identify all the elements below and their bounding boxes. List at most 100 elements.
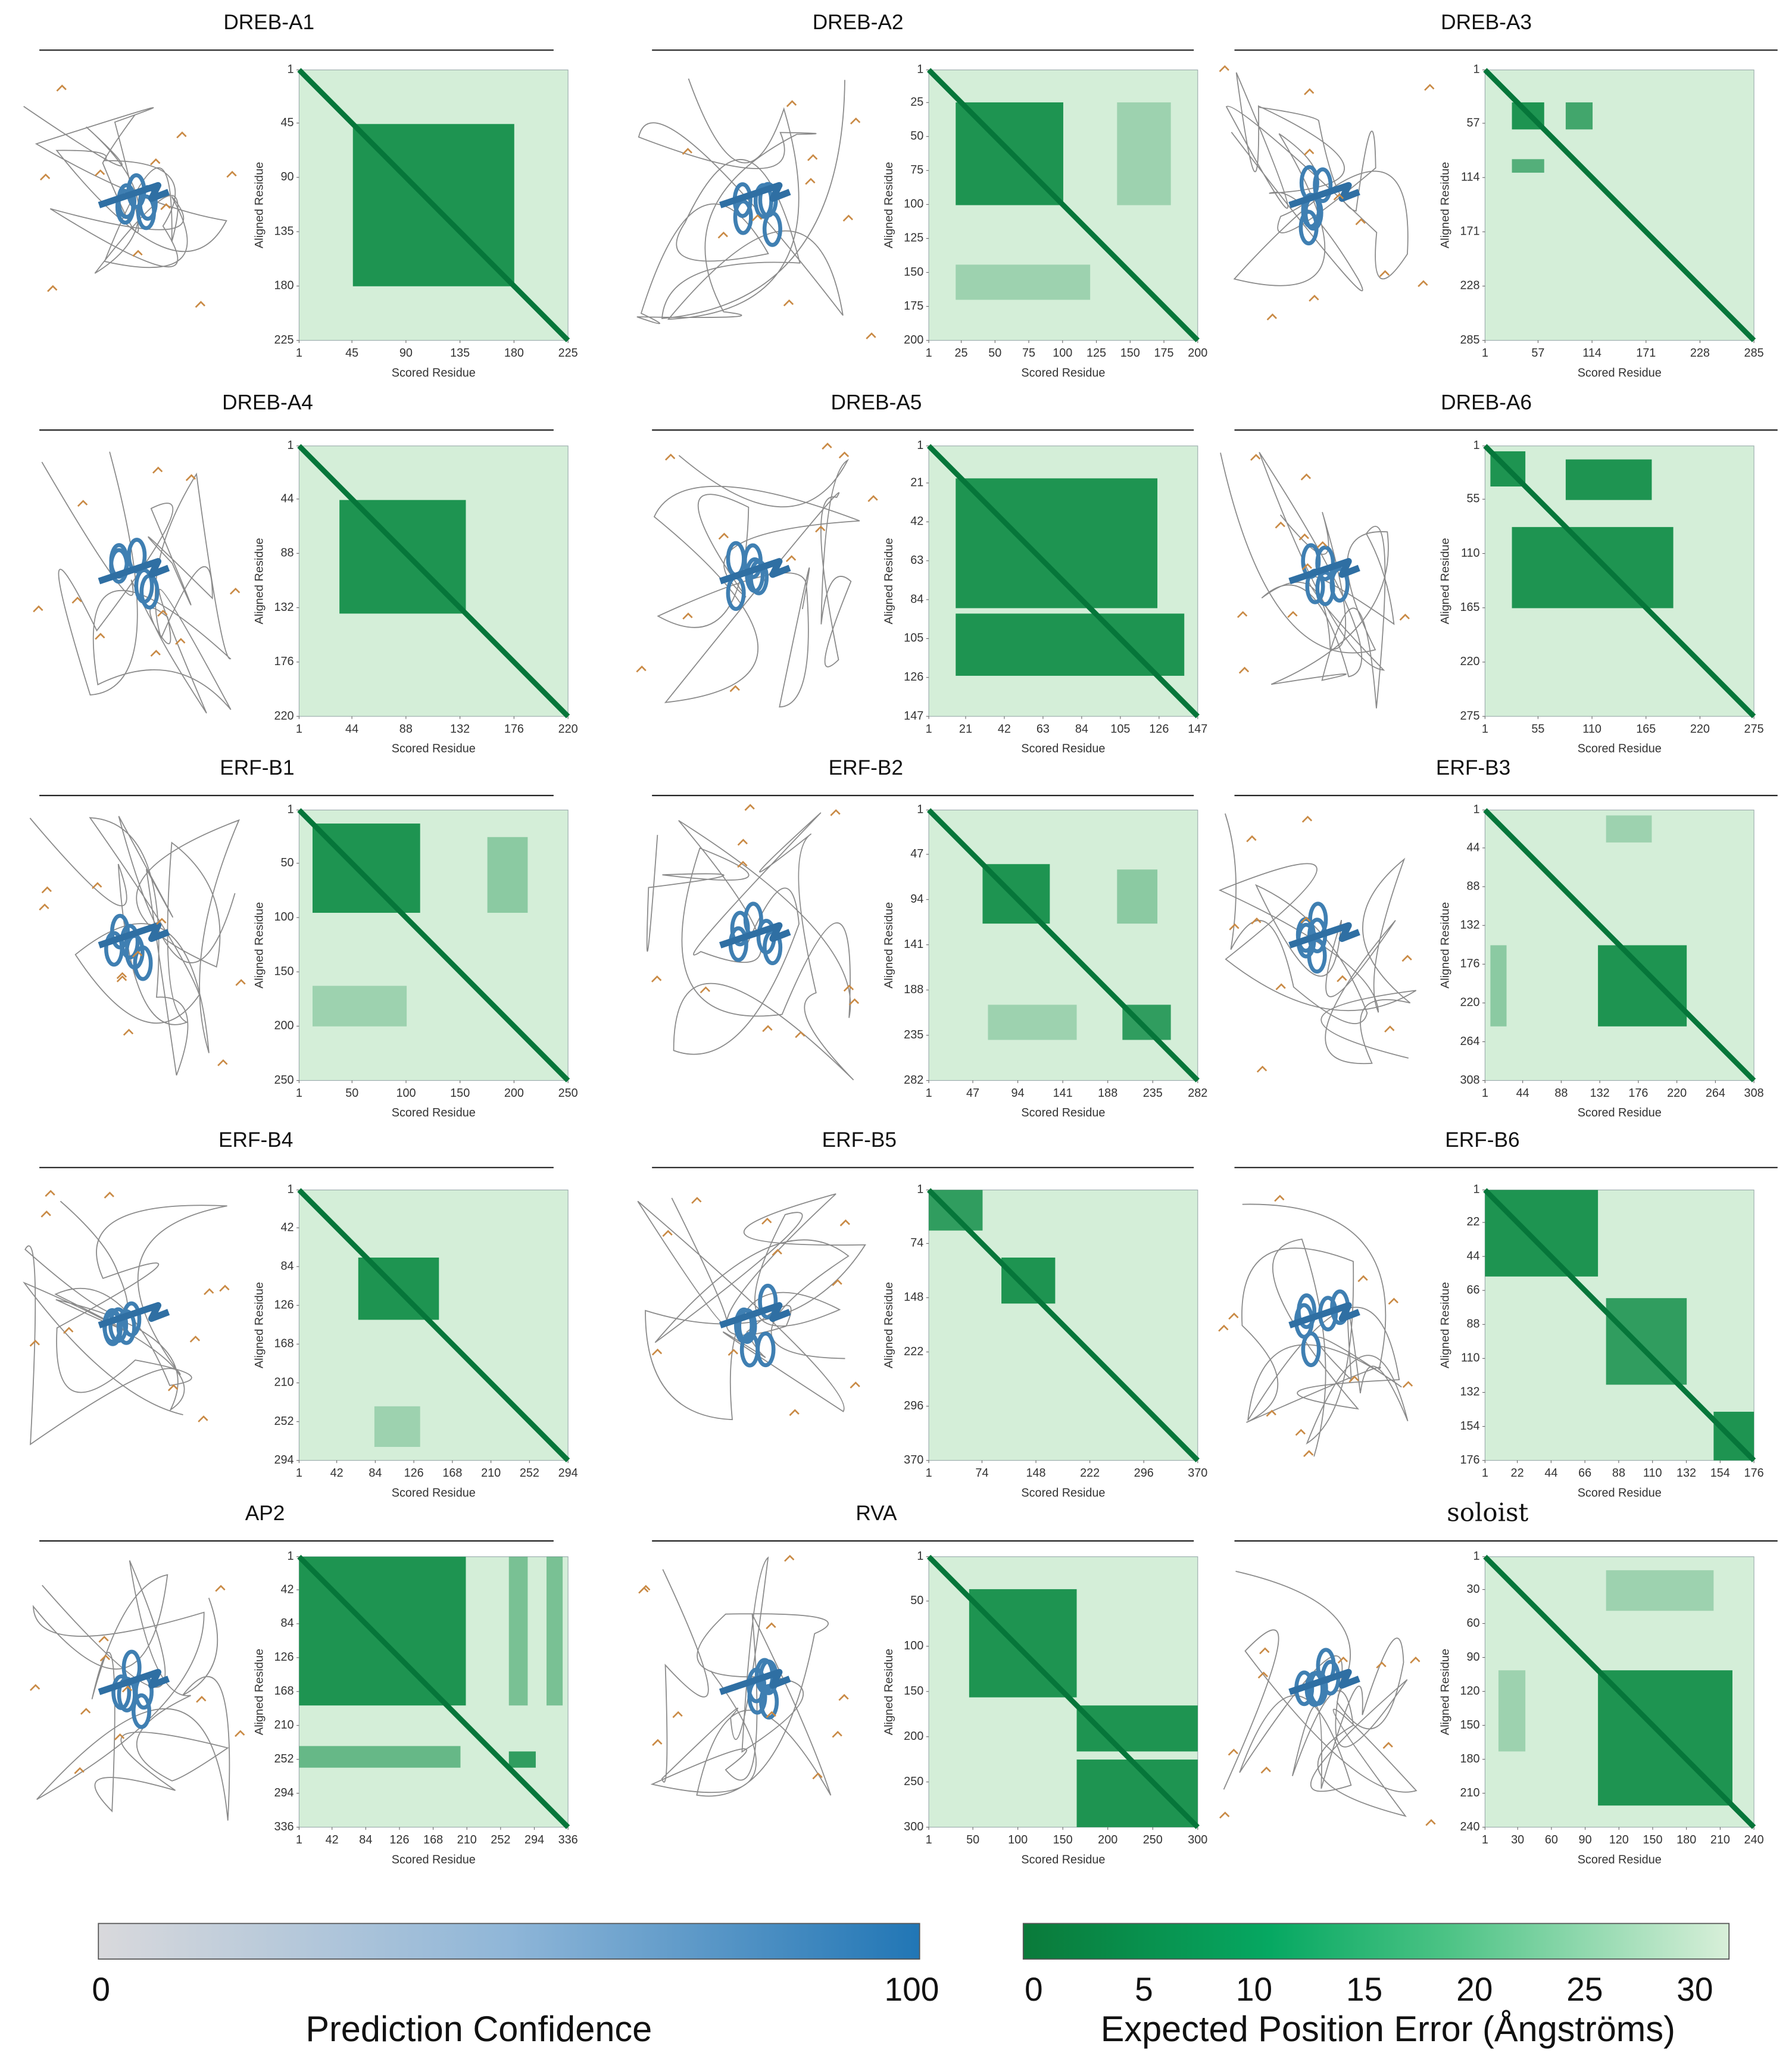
structure-coil: [1241, 1203, 1409, 1457]
heatmap-block: [546, 1556, 563, 1706]
panel: ERF-B41 42 84 126 168 210 252 29414284126168210…: [23, 1128, 578, 1499]
panel: ERF-B21 47 94 141 188 235 28214794141188235282…: [646, 756, 1207, 1119]
x-tick-label: 125: [1087, 347, 1106, 360]
x-tick-label: 176: [1628, 1087, 1648, 1100]
side-chain: [717, 231, 728, 239]
side-chain: [805, 177, 816, 185]
side-chain: [235, 1730, 245, 1737]
panel-title: ERF-B6: [1445, 1128, 1519, 1152]
structure-coil: [636, 78, 845, 325]
side-chain: [189, 1336, 201, 1343]
heatmap-block: [1565, 459, 1652, 500]
y-tick-label: 57: [1467, 116, 1480, 129]
side-chain: [1228, 1748, 1238, 1756]
x-tick-label: 94: [1011, 1087, 1025, 1100]
y-tick-label: 1: [917, 1550, 923, 1563]
colorbar-tick-label: 0: [92, 1971, 110, 2008]
x-tick-label: 1: [1482, 722, 1488, 735]
side-chain: [1304, 148, 1315, 156]
side-chain: [1219, 65, 1229, 73]
panel: DREB-A31 57 114 171 228 285157114171228285Sco…: [1219, 11, 1778, 379]
x-axis-label: Scored Residue: [392, 1486, 476, 1499]
x-tick-label: 150: [1053, 1833, 1073, 1846]
structure-helix: [758, 1283, 778, 1319]
side-chain: [691, 1197, 702, 1204]
x-tick-label: 210: [481, 1467, 501, 1480]
y-axis-label: Aligned Residue: [253, 1282, 266, 1368]
side-chain: [1382, 1742, 1393, 1749]
side-chain: [1304, 88, 1315, 95]
x-tick-label: 21: [959, 722, 972, 735]
y-tick-label: 126: [904, 670, 923, 684]
side-chain: [152, 466, 163, 474]
panel: DREB-A41 44 88 132 176 22014488132176220Score…: [33, 391, 578, 756]
x-tick-label: 275: [1744, 722, 1764, 735]
x-tick-label: 370: [1188, 1467, 1207, 1480]
x-tick-label: 180: [504, 347, 524, 360]
side-chain: [123, 1028, 134, 1036]
x-axis-label: Scored Residue: [392, 366, 476, 379]
y-tick-label: 88: [1467, 1318, 1480, 1331]
x-tick-label: 66: [1578, 1467, 1591, 1480]
y-tick-label: 44: [1467, 841, 1480, 854]
side-chain: [682, 612, 693, 620]
y-tick-label: 228: [1460, 279, 1479, 292]
y-tick-label: 110: [1461, 547, 1480, 560]
heatmap-block: [1490, 945, 1507, 1027]
x-tick-label: 50: [966, 1833, 979, 1846]
x-tick-label: 1: [926, 722, 932, 735]
side-chain: [1275, 983, 1286, 991]
side-chain: [784, 1555, 795, 1562]
side-chain: [1418, 280, 1428, 288]
side-chain: [1337, 975, 1347, 982]
y-tick-label: 200: [274, 1019, 294, 1032]
x-tick-label: 75: [1022, 347, 1035, 360]
x-tick-label: 225: [558, 347, 578, 360]
x-tick-label: 176: [1744, 1467, 1764, 1480]
side-chain: [160, 203, 171, 210]
side-chain: [56, 85, 67, 92]
structure-helix: [131, 1693, 151, 1729]
x-tick-label: 120: [1609, 1833, 1629, 1846]
panel: ERF-B61 22 44 66 88 110 132 154 1761224466881101…: [1218, 1128, 1778, 1499]
side-chain: [1376, 1661, 1387, 1669]
heatmap-diagonal: [1483, 808, 1756, 1083]
x-tick-label: 105: [1110, 722, 1130, 735]
side-chain: [1333, 193, 1344, 201]
side-chain: [1424, 83, 1435, 91]
y-tick-label: 114: [1461, 170, 1480, 183]
x-tick-label: 57: [1531, 347, 1544, 360]
structure-coil: [23, 105, 227, 274]
structure-coil: [29, 816, 240, 1076]
y-tick-label: 47: [910, 847, 923, 860]
panel: ERF-B31 44 88 132 176 220 264 30814488132176220…: [1218, 756, 1778, 1119]
side-chain: [1410, 1657, 1421, 1664]
side-chain: [652, 1739, 663, 1746]
side-chain: [832, 1730, 842, 1738]
side-chain: [786, 100, 797, 107]
structure-coil: [1218, 813, 1417, 1065]
y-tick-label: 126: [274, 1298, 294, 1311]
side-chain: [662, 1230, 673, 1237]
side-chain: [92, 882, 102, 890]
side-chain: [95, 632, 105, 640]
heatmap-diagonal: [297, 808, 570, 1083]
x-tick-label: 165: [1636, 722, 1656, 735]
heatmap-block: [1565, 102, 1593, 130]
structure-helix: [133, 945, 153, 981]
y-tick-label: 25: [910, 95, 923, 108]
y-tick-label: 84: [910, 592, 923, 606]
y-tick-label: 220: [1460, 996, 1479, 1009]
heatmap-block: [508, 1556, 528, 1706]
side-chain: [204, 1288, 214, 1295]
side-chain: [1300, 916, 1311, 924]
side-chain: [751, 214, 763, 222]
side-chain: [1298, 533, 1309, 541]
x-tick-label: 45: [345, 347, 358, 360]
y-tick-label: 1: [1473, 1183, 1480, 1196]
y-tick-label: 200: [904, 1730, 923, 1743]
x-tick-label: 110: [1643, 1467, 1662, 1480]
x-tick-label: 1: [296, 1087, 302, 1100]
x-tick-label: 308: [1744, 1087, 1764, 1100]
